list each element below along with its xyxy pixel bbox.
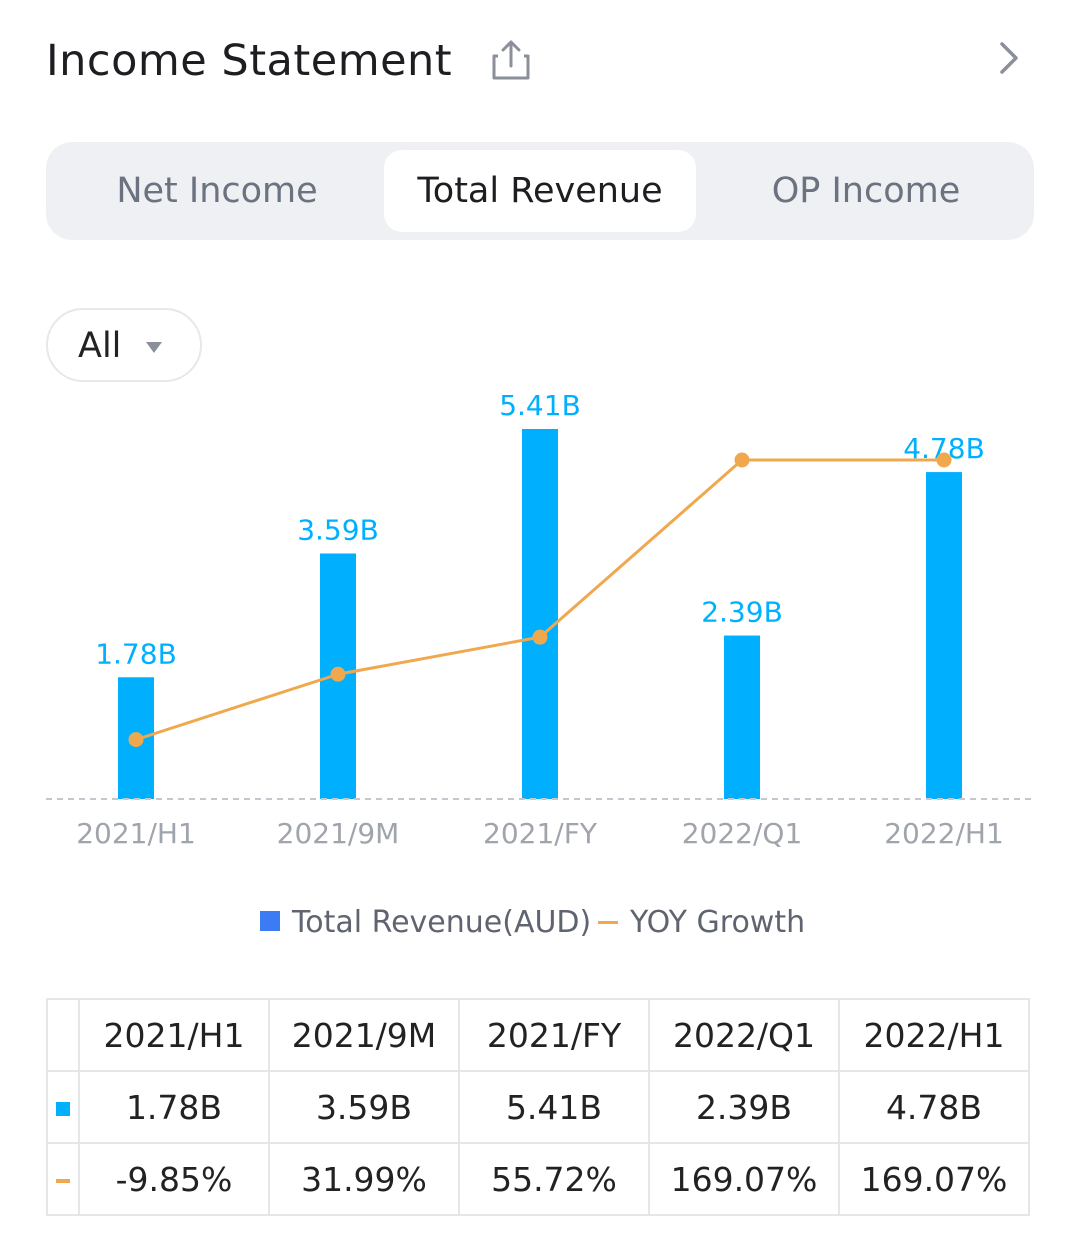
legend-yoy-label: YOY Growth (630, 905, 806, 940)
x-tick-label: 2022/Q1 (682, 817, 803, 850)
tab-net-income[interactable]: Net Income (116, 171, 318, 211)
yoy-point-2021/9M (330, 666, 346, 682)
growth-marker-icon (56, 1179, 70, 1183)
share-icon[interactable] (490, 38, 532, 82)
table-header-cell: 2022/Q1 (648, 998, 840, 1072)
table-header-row: 2021/H1 2021/9M 2021/FY 2022/Q1 2022/H1 (46, 998, 1030, 1072)
bar-value-label: 3.59B (297, 513, 379, 546)
table-cell: 55.72% (458, 1142, 650, 1216)
table-row-revenue: 1.78B 3.59B 5.41B 2.39B 4.78B (46, 1070, 1030, 1144)
table-cell: 2.39B (648, 1070, 840, 1144)
period-filter-value: All (78, 326, 122, 366)
x-tick-label: 2021/FY (483, 817, 598, 850)
bar-value-label: 1.78B (95, 637, 177, 670)
table-cell: 5.41B (458, 1070, 650, 1144)
header: Income Statement (0, 0, 1080, 130)
bar-2022/Q1 (724, 635, 760, 799)
period-filter-dropdown[interactable]: All (46, 308, 202, 382)
legend-revenue-label: Total Revenue(AUD) (292, 905, 592, 940)
bar-value-label: 2.39B (701, 596, 783, 629)
revenue-marker-cell (46, 1070, 80, 1144)
revenue-marker-icon (56, 1102, 70, 1116)
legend-item-yoy[interactable]: YOY Growth (598, 898, 805, 948)
table-corner-cell (46, 998, 80, 1072)
legend-item-revenue[interactable]: Total Revenue(AUD) (260, 898, 591, 948)
tab-bar: Net Income Total Revenue OP Income (46, 142, 1034, 240)
yoy-point-2022/Q1 (734, 452, 750, 468)
legend-bar-swatch (260, 911, 280, 931)
table-header-cell: 2021/H1 (78, 998, 270, 1072)
page-title: Income Statement (46, 36, 453, 86)
x-tick-label: 2021/H1 (76, 817, 196, 850)
data-table: 2021/H1 2021/9M 2021/FY 2022/Q1 2022/H1 … (46, 998, 1030, 1216)
chart-legend: Total Revenue(AUD) YOY Growth (0, 898, 1080, 948)
growth-marker-cell (46, 1142, 80, 1216)
table-cell: 3.59B (268, 1070, 460, 1144)
table-cell: -9.85% (78, 1142, 270, 1216)
bar-2022/H1 (926, 472, 962, 799)
yoy-point-2022/H1 (936, 452, 952, 468)
bar-value-label: 5.41B (499, 389, 581, 422)
x-tick-label: 2021/9M (277, 817, 400, 850)
table-cell: 31.99% (268, 1142, 460, 1216)
x-tick-label: 2022/H1 (884, 817, 1004, 850)
bar-2021/FY (522, 429, 558, 799)
table-header-cell: 2021/FY (458, 998, 650, 1072)
table-header-cell: 2021/9M (268, 998, 460, 1072)
caret-down-icon (146, 342, 162, 353)
yoy-point-2021/FY (532, 629, 548, 645)
table-cell: 1.78B (78, 1070, 270, 1144)
tab-total-revenue[interactable]: Total Revenue (384, 150, 696, 232)
yoy-point-2021/H1 (128, 732, 144, 748)
legend-line-swatch (598, 921, 618, 924)
table-row-growth: -9.85% 31.99% 55.72% 169.07% 169.07% (46, 1142, 1030, 1216)
table-cell: 169.07% (838, 1142, 1030, 1216)
chevron-right-icon[interactable] (990, 40, 1026, 76)
table-cell: 169.07% (648, 1142, 840, 1216)
table-header-cell: 2022/H1 (838, 998, 1030, 1072)
tab-op-income[interactable]: OP Income (771, 171, 961, 211)
table-cell: 4.78B (838, 1070, 1030, 1144)
